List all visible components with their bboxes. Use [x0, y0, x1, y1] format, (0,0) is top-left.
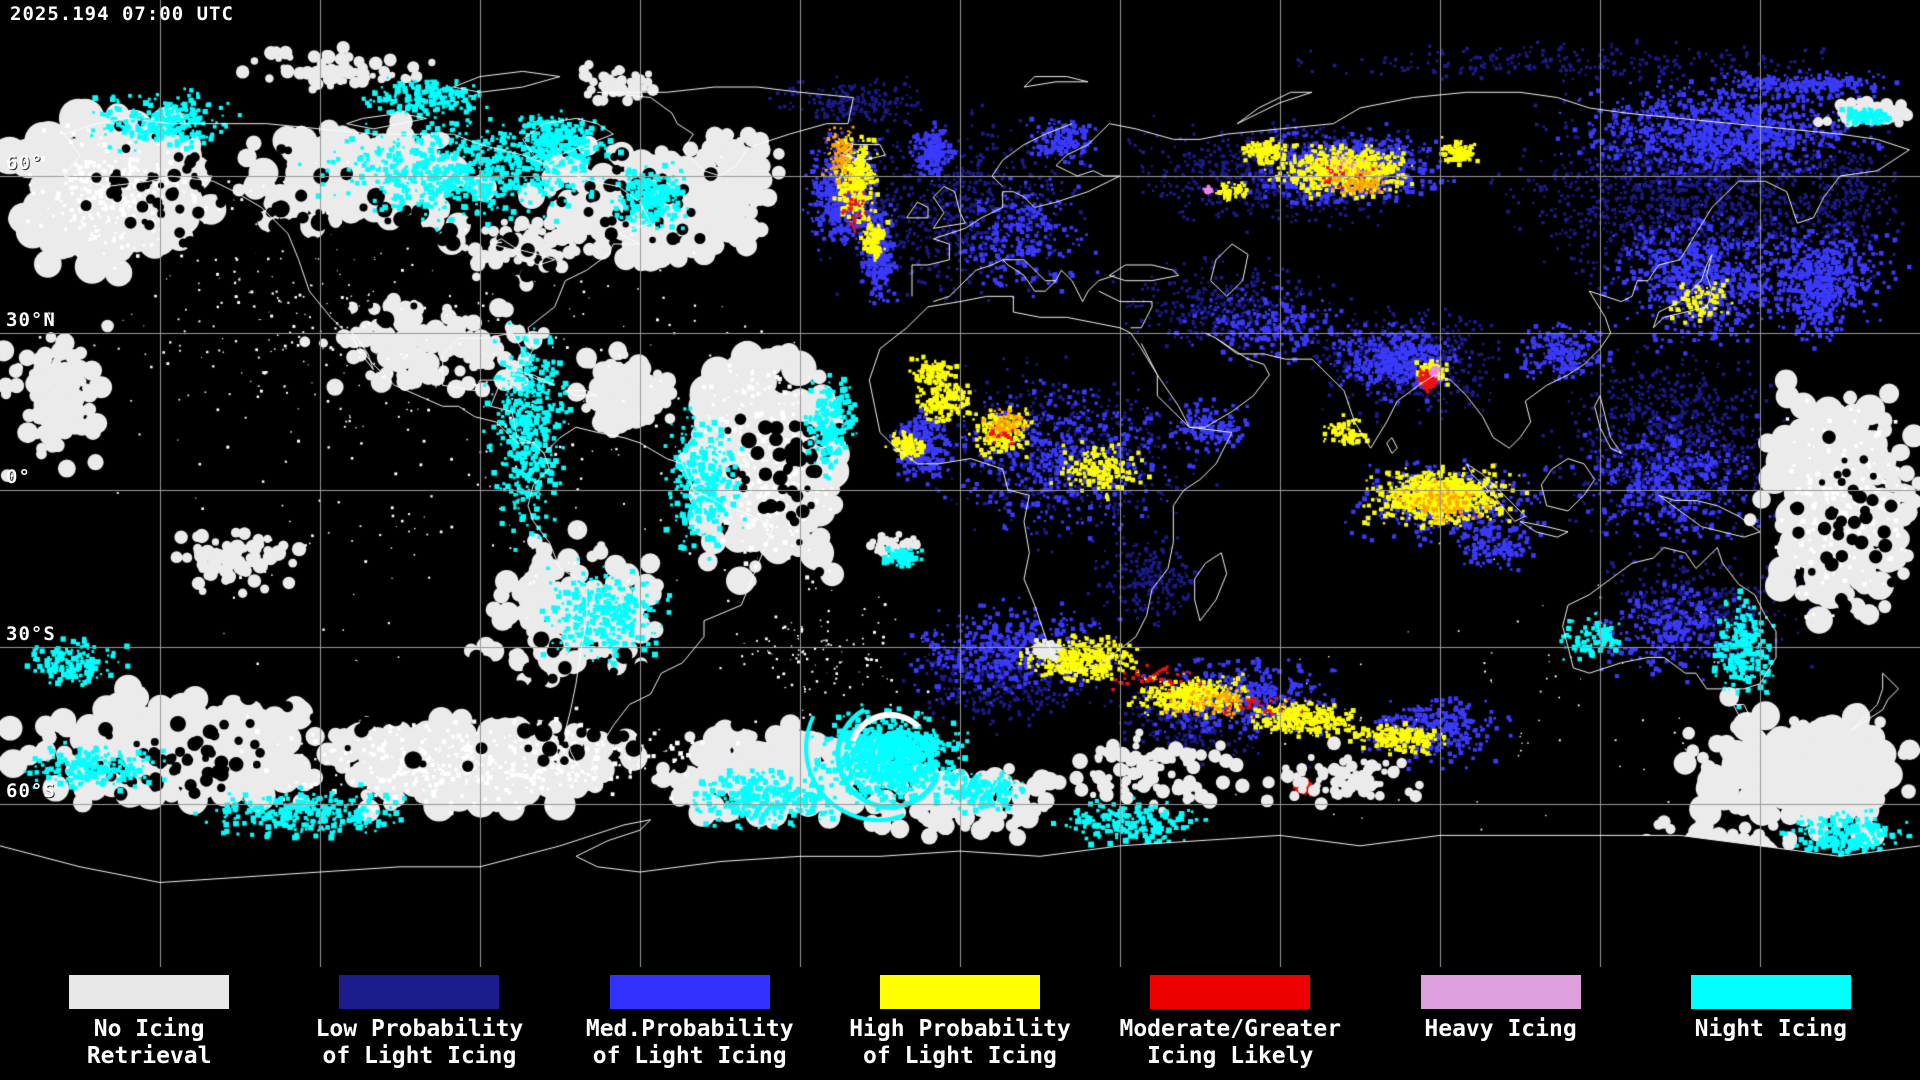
- legend-label: Night Icing: [1694, 1016, 1847, 1042]
- legend-label: Icing Likely: [1147, 1043, 1314, 1069]
- lat-label-60n: 60°: [6, 152, 44, 174]
- legend-label: of Light Icing: [322, 1043, 517, 1069]
- legend-label: Low Probability: [315, 1016, 524, 1042]
- legend-label: High Probability: [849, 1016, 1071, 1042]
- lat-label-30s: 30°S: [6, 622, 56, 645]
- legend-swatch-low-prob: [339, 975, 500, 1009]
- legend: No Icing Retrieval Low Probability of Li…: [0, 967, 1920, 1080]
- legend-label: Retrieval: [86, 1043, 212, 1069]
- legend-item-heavy: Heavy Icing: [1365, 975, 1635, 1080]
- timestamp: 2025.194 07:00 UTC: [10, 3, 234, 25]
- legend-swatch-night: [1690, 975, 1851, 1009]
- legend-label: of Light Icing: [863, 1043, 1057, 1069]
- legend-item-no-icing: No Icing Retrieval: [14, 975, 284, 1080]
- lat-label-60s: 60°S: [6, 779, 56, 802]
- legend-label: Med.Probability: [585, 1016, 794, 1042]
- legend-label: of Light Icing: [592, 1043, 787, 1069]
- legend-swatch-moderate: [1150, 975, 1311, 1009]
- map-canvas: [0, 0, 1920, 967]
- legend-swatch-no-icing: [69, 975, 230, 1009]
- legend-item-night: Night Icing: [1636, 975, 1906, 1080]
- legend-swatch-high-prob: [879, 975, 1040, 1009]
- legend-item-moderate: Moderate/Greater Icing Likely: [1095, 975, 1365, 1080]
- legend-item-low-prob: Low Probability of Light Icing: [284, 975, 554, 1080]
- legend-label: Heavy Icing: [1424, 1016, 1577, 1042]
- legend-label: Moderate/Greater: [1119, 1016, 1342, 1042]
- legend-swatch-med-prob: [609, 975, 770, 1009]
- lat-label-eq: 0°: [6, 466, 31, 488]
- legend-swatch-heavy: [1420, 975, 1581, 1009]
- legend-item-high-prob: High Probability of Light Icing: [825, 975, 1095, 1080]
- legend-label: No Icing: [93, 1016, 205, 1042]
- legend-item-med-prob: Med.Probability of Light Icing: [555, 975, 825, 1080]
- lat-label-30n: 30°N: [6, 309, 56, 331]
